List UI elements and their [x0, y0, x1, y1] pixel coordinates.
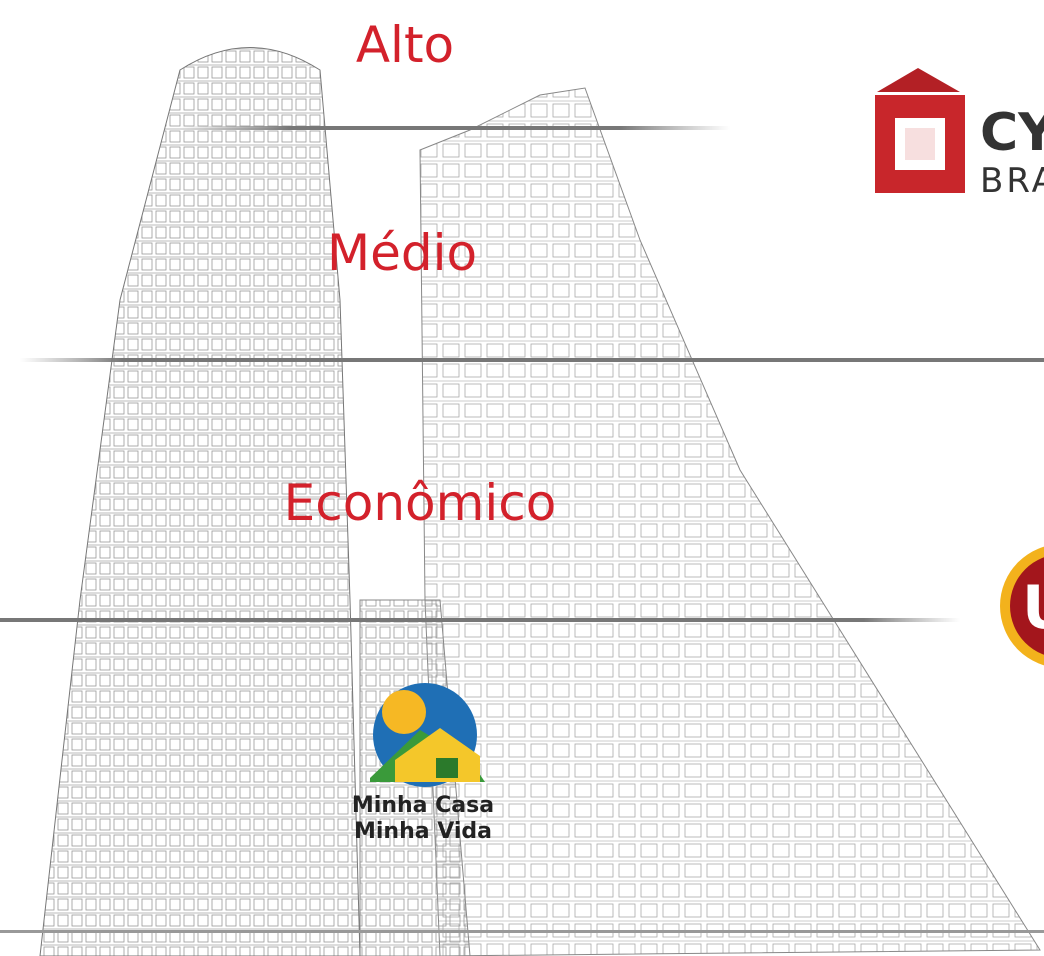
divider — [0, 930, 1044, 933]
divider-lines — [0, 126, 1044, 933]
segment-label: Médio — [327, 224, 477, 282]
logo-text: CY — [980, 103, 1044, 163]
mcmv-logo: Minha Casa Minha Vida — [352, 683, 494, 844]
logo-text: BRA — [980, 161, 1044, 201]
logo-text: Minha Casa — [352, 793, 494, 818]
logo-text: Minha Vida — [354, 819, 492, 844]
cyrela-logo: CY BRA — [875, 68, 1044, 201]
badge-logo: U — [1000, 546, 1044, 666]
segment-label: Econômico — [284, 474, 557, 532]
divider — [20, 358, 1044, 362]
left-tower — [39, 47, 361, 956]
logo-text: U — [1022, 573, 1044, 643]
segment-label: Alto — [356, 16, 454, 74]
divider — [180, 126, 730, 130]
divider — [0, 618, 960, 622]
